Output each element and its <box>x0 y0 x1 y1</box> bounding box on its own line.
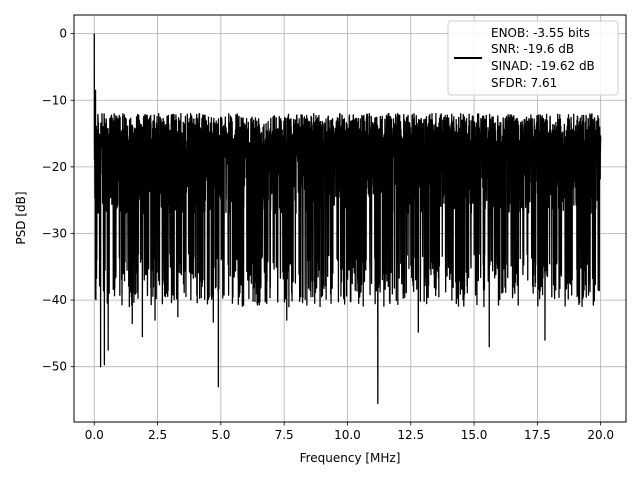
y-tick-label: −30 <box>42 226 67 240</box>
x-tick-label: 17.5 <box>524 428 551 442</box>
x-tick-label: 2.5 <box>148 428 167 442</box>
legend-line-sinad: SINAD: -19.62 dB <box>491 59 595 73</box>
y-tick-label: 0 <box>59 27 67 41</box>
x-tick-label: 20.0 <box>587 428 614 442</box>
x-axis-label: Frequency [MHz] <box>300 451 401 465</box>
x-tick-label: 12.5 <box>397 428 424 442</box>
y-axis-label: PSD [dB] <box>14 191 28 244</box>
series-group <box>93 33 602 404</box>
x-tick-label: 7.5 <box>275 428 294 442</box>
x-tick-label: 10.0 <box>334 428 361 442</box>
psd-series-line <box>93 33 602 404</box>
axes-frame <box>73 14 627 423</box>
legend-box <box>447 20 619 96</box>
y-tick-label: −20 <box>42 160 67 174</box>
x-tick-label: 0.0 <box>85 428 104 442</box>
y-tick-label: −50 <box>42 360 67 374</box>
x-tick-label: 5.0 <box>211 428 230 442</box>
y-tick-label: −40 <box>42 293 67 307</box>
legend-line-snr: SNR: -19.6 dB <box>491 42 574 56</box>
legend: ENOB: -3.55 bits SNR: -19.6 dB SINAD: -1… <box>447 20 619 96</box>
x-axis-ticks: 0.0 2.5 5.0 7.5 10.0 12.5 15.0 17.5 20.0 <box>85 422 614 442</box>
y-tick-label: −10 <box>42 93 67 107</box>
y-axis-ticks: 0 −10 −20 −30 −40 −50 <box>42 27 74 374</box>
legend-line-sfdr: SFDR: 7.61 <box>491 76 557 90</box>
legend-line-enob: ENOB: -3.55 bits <box>491 26 590 40</box>
x-tick-label: 15.0 <box>461 428 488 442</box>
